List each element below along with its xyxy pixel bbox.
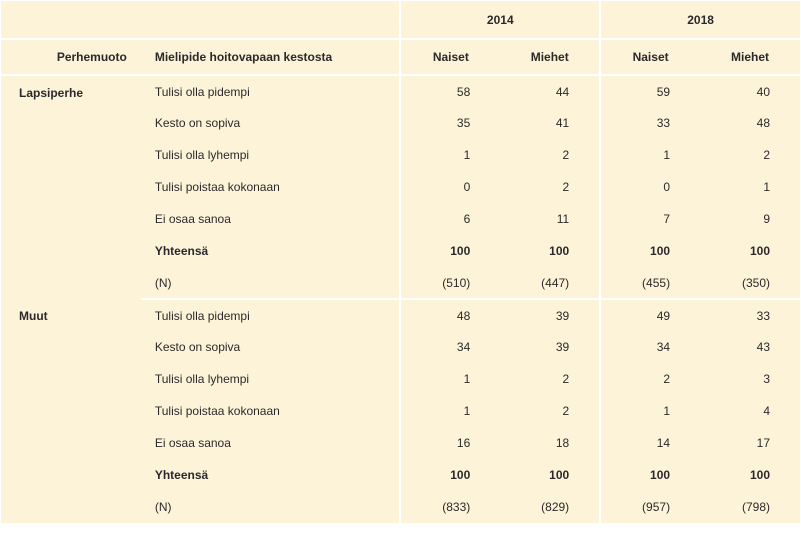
- value-cell: (350): [700, 267, 800, 299]
- value-cell: 17: [700, 427, 800, 459]
- value-cell: 100: [700, 459, 800, 491]
- value-cell: (957): [600, 491, 700, 523]
- value-cell: 58: [400, 75, 500, 107]
- value-cell: 16: [400, 427, 500, 459]
- value-cell: 44: [500, 75, 600, 107]
- value-cell: (798): [700, 491, 800, 523]
- family-cell: Lapsiperhe: [1, 75, 141, 299]
- opinion-cell: Kesto on sopiva: [141, 107, 401, 139]
- value-cell: 35: [400, 107, 500, 139]
- table-row: LapsiperheTulisi olla pidempi58445940: [1, 75, 800, 107]
- value-cell: 48: [700, 107, 800, 139]
- opinion-cell: (N): [141, 267, 401, 299]
- table-row: MuutTulisi olla pidempi48394933: [1, 299, 800, 331]
- value-cell: 1: [600, 395, 700, 427]
- value-cell: 39: [500, 299, 600, 331]
- opinion-cell: Tulisi olla pidempi: [141, 75, 401, 107]
- value-cell: 1: [400, 363, 500, 395]
- value-cell: 40: [700, 75, 800, 107]
- value-cell: 1: [400, 395, 500, 427]
- value-cell: 2: [500, 171, 600, 203]
- opinion-cell: Kesto on sopiva: [141, 331, 401, 363]
- value-cell: 9: [700, 203, 800, 235]
- opinion-cell: Tulisi olla lyhempi: [141, 363, 401, 395]
- value-cell: 59: [600, 75, 700, 107]
- value-cell: 1: [600, 139, 700, 171]
- header-sub-0-0: Naiset: [400, 39, 500, 75]
- opinion-cell: Ei osaa sanoa: [141, 427, 401, 459]
- value-cell: 0: [600, 171, 700, 203]
- value-cell: (455): [600, 267, 700, 299]
- value-cell: (833): [400, 491, 500, 523]
- value-cell: 1: [700, 171, 800, 203]
- header-opinion: Mielipide hoitovapaan kestosta: [141, 39, 401, 75]
- value-cell: 14: [600, 427, 700, 459]
- value-cell: 7: [600, 203, 700, 235]
- value-cell: 18: [500, 427, 600, 459]
- value-cell: 2: [500, 363, 600, 395]
- value-cell: 11: [500, 203, 600, 235]
- value-cell: 100: [500, 235, 600, 267]
- opinion-cell: Tulisi olla pidempi: [141, 299, 401, 331]
- value-cell: 33: [600, 107, 700, 139]
- data-table: 2014 2018 Perhemuoto Mielipide hoitovapa…: [1, 1, 800, 523]
- value-cell: (510): [400, 267, 500, 299]
- data-table-container: 2014 2018 Perhemuoto Mielipide hoitovapa…: [0, 0, 801, 524]
- value-cell: 39: [500, 331, 600, 363]
- value-cell: 100: [700, 235, 800, 267]
- value-cell: (829): [500, 491, 600, 523]
- header-sub-1-0: Naiset: [600, 39, 700, 75]
- opinion-cell: (N): [141, 491, 401, 523]
- header-row-labels: Perhemuoto Mielipide hoitovapaan kestost…: [1, 39, 800, 75]
- header-group-1: 2018: [600, 1, 800, 39]
- opinion-cell: Yhteensä: [141, 235, 401, 267]
- value-cell: 2: [700, 139, 800, 171]
- value-cell: 100: [600, 459, 700, 491]
- header-family: Perhemuoto: [1, 39, 141, 75]
- header-row-years: 2014 2018: [1, 1, 800, 39]
- opinion-cell: Tulisi poistaa kokonaan: [141, 171, 401, 203]
- value-cell: 2: [600, 363, 700, 395]
- value-cell: 4: [700, 395, 800, 427]
- opinion-cell: Ei osaa sanoa: [141, 203, 401, 235]
- value-cell: 100: [400, 459, 500, 491]
- value-cell: 3: [700, 363, 800, 395]
- value-cell: 48: [400, 299, 500, 331]
- table-header: 2014 2018 Perhemuoto Mielipide hoitovapa…: [1, 1, 800, 75]
- family-cell: Muut: [1, 299, 141, 523]
- header-sub-0-1: Miehet: [500, 39, 600, 75]
- value-cell: (447): [500, 267, 600, 299]
- value-cell: 43: [700, 331, 800, 363]
- header-group-0: 2014: [400, 1, 600, 39]
- value-cell: 100: [600, 235, 700, 267]
- value-cell: 2: [500, 395, 600, 427]
- value-cell: 34: [600, 331, 700, 363]
- value-cell: 49: [600, 299, 700, 331]
- value-cell: 34: [400, 331, 500, 363]
- opinion-cell: Yhteensä: [141, 459, 401, 491]
- value-cell: 1: [400, 139, 500, 171]
- value-cell: 33: [700, 299, 800, 331]
- value-cell: 0: [400, 171, 500, 203]
- value-cell: 2: [500, 139, 600, 171]
- opinion-cell: Tulisi poistaa kokonaan: [141, 395, 401, 427]
- value-cell: 6: [400, 203, 500, 235]
- value-cell: 41: [500, 107, 600, 139]
- opinion-cell: Tulisi olla lyhempi: [141, 139, 401, 171]
- table-body: LapsiperheTulisi olla pidempi58445940Kes…: [1, 75, 800, 523]
- header-sub-1-1: Miehet: [700, 39, 800, 75]
- header-blank: [1, 1, 400, 39]
- value-cell: 100: [500, 459, 600, 491]
- value-cell: 100: [400, 235, 500, 267]
